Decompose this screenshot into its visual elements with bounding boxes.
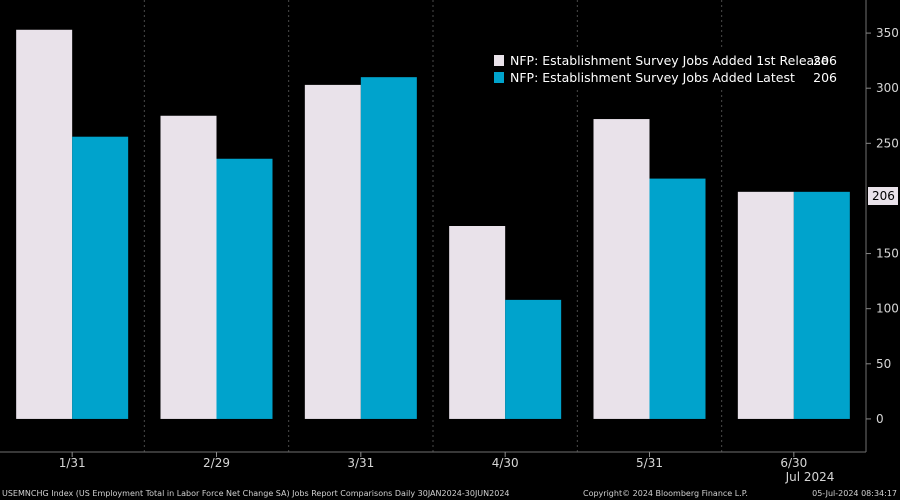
bar-latest-4-30 xyxy=(505,299,562,419)
legend-label-first-release: NFP: Establishment Survey Jobs Added 1st… xyxy=(510,53,829,68)
last-value-label: 206 xyxy=(868,187,898,205)
bar-latest-2-29 xyxy=(216,158,273,419)
footer-timestamp: 05-Jul-2024 08:34:17 xyxy=(812,489,897,498)
y-tick-label: 300 xyxy=(876,81,899,95)
x-tick-labels: 1/31 2/29 3/31 4/30 5/31 6/30 xyxy=(59,452,807,470)
x-tick-label: 2/29 xyxy=(203,456,230,470)
footer-source: USEMNCHG Index (US Employment Total in L… xyxy=(2,489,510,498)
bars xyxy=(16,29,850,419)
x-period-label: Jul 2024 xyxy=(785,470,835,484)
bar-first-release-4-30 xyxy=(449,226,506,419)
axes xyxy=(0,0,867,453)
y-tick-label: 0 xyxy=(876,412,884,426)
x-tick-label: 1/31 xyxy=(59,456,86,470)
footer: USEMNCHG Index (US Employment Total in L… xyxy=(2,489,897,498)
bar-latest-3-31 xyxy=(360,77,417,419)
y-tick-label: 150 xyxy=(876,247,899,261)
bar-latest-5-31 xyxy=(649,178,706,419)
legend: NFP: Establishment Survey Jobs Added 1st… xyxy=(488,50,842,88)
legend-value-first-release: 206 xyxy=(813,53,837,68)
y-tick-label: 50 xyxy=(876,357,891,371)
bar-first-release-3-31 xyxy=(304,84,361,419)
x-tick-label: 4/30 xyxy=(492,456,519,470)
x-tick-label: 6/30 xyxy=(780,456,807,470)
legend-swatch-first-release xyxy=(494,55,504,66)
bar-latest-1-31 xyxy=(72,136,129,419)
legend-value-latest: 206 xyxy=(813,70,837,85)
last-value-text: 206 xyxy=(872,189,895,203)
bar-first-release-6-30 xyxy=(737,191,794,419)
footer-copyright: Copyright© 2024 Bloomberg Finance L.P. xyxy=(583,489,748,498)
bar-first-release-5-31 xyxy=(593,119,650,419)
bar-first-release-1-31 xyxy=(16,29,73,419)
legend-box xyxy=(488,50,842,88)
last-value-badge xyxy=(868,187,898,205)
bar-latest-6-30 xyxy=(793,191,850,419)
x-tick-label: 5/31 xyxy=(636,456,663,470)
legend-label-latest: NFP: Establishment Survey Jobs Added Lat… xyxy=(510,70,795,85)
x-tick-label: 3/31 xyxy=(347,456,374,470)
y-tick-label: 100 xyxy=(876,302,899,316)
y-tick-labels: 0 50 100 150 250 300 350 xyxy=(866,26,899,426)
bar-first-release-2-29 xyxy=(160,115,217,419)
y-tick-label: 350 xyxy=(876,26,899,40)
legend-swatch-latest xyxy=(494,72,504,83)
y-tick-label: 250 xyxy=(876,136,899,150)
